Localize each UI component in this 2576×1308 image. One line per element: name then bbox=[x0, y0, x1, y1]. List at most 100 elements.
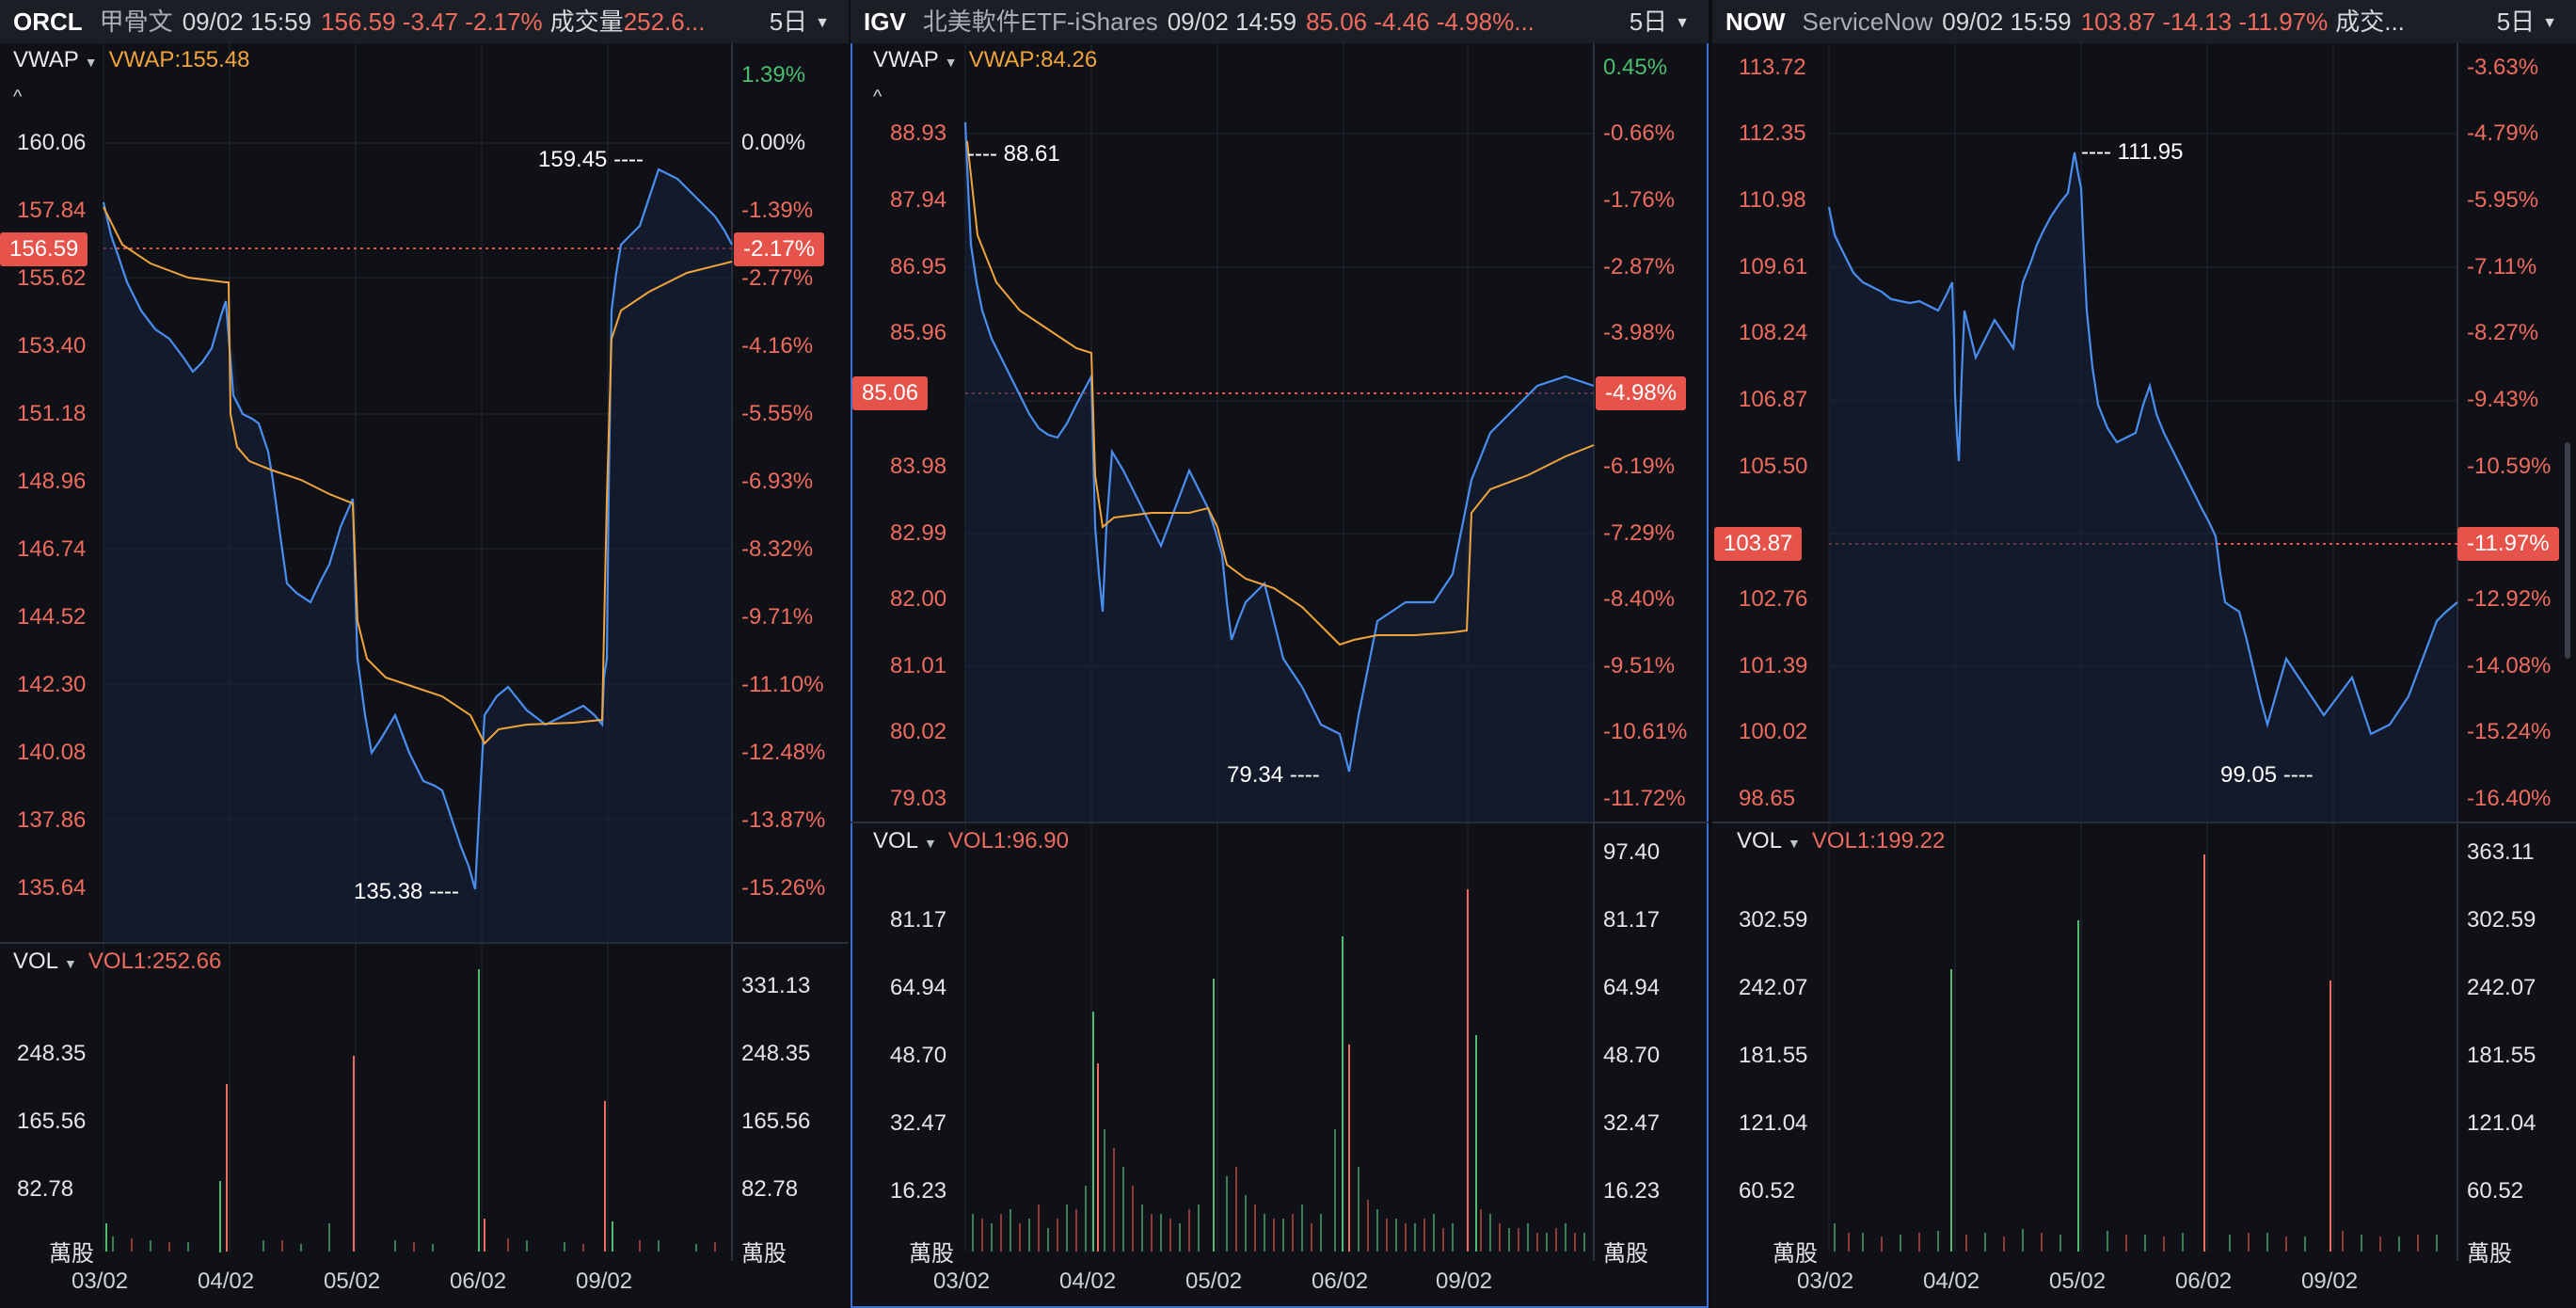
price-tick: 157.84 bbox=[17, 198, 87, 223]
vol-tick: 48.70 bbox=[890, 1043, 947, 1068]
low-annotation: 135.38 ---- bbox=[354, 879, 460, 904]
last-pct-tag: -4.98% bbox=[1596, 376, 1687, 410]
chart-panel-orcl[interactable]: ORCL 甲骨文 09/02 15:59 156.59 -3.47 -2.17% 成交量… bbox=[0, 0, 849, 1308]
pct-tick: -7.29% bbox=[1603, 520, 1676, 546]
vol-indicator[interactable]: VOL ▼ VOL1:96.90 bbox=[873, 828, 1069, 854]
high-annotation: ---- 88.61 bbox=[967, 141, 1060, 167]
x-label: 05/02 bbox=[1185, 1268, 1243, 1294]
pct-tick: -10.61% bbox=[1603, 719, 1688, 744]
pct-tick: -12.48% bbox=[741, 740, 826, 765]
low-annotation: 79.34 ---- bbox=[1227, 762, 1320, 788]
pct-tick: -9.51% bbox=[1603, 653, 1676, 678]
chart-panel-now[interactable]: NOW ServiceNow 09/02 15:59 103.87 -14.13 -1… bbox=[1712, 0, 2576, 1308]
chevron-up-icon[interactable]: ^ bbox=[873, 87, 883, 107]
vol-tick: 363.11 bbox=[2467, 839, 2535, 865]
datetime: 09/02 14:59 bbox=[1167, 8, 1297, 36]
pct-tick: -1.76% bbox=[1603, 187, 1676, 213]
vol-unit: 萬股 bbox=[2467, 1241, 2512, 1267]
vwap-indicator[interactable]: VWAP ▼ VWAP:84.26 bbox=[873, 47, 1097, 73]
vol-tick: 165.56 bbox=[17, 1109, 87, 1134]
vol-tick: 242.07 bbox=[2467, 975, 2536, 1000]
x-label: 09/02 bbox=[1436, 1268, 1493, 1294]
pct-tick: -2.87% bbox=[1603, 254, 1676, 279]
caret-down-icon: ▼ bbox=[84, 55, 98, 70]
pct-tick: -15.26% bbox=[741, 875, 826, 901]
vol-tick: 302.59 bbox=[1739, 907, 1808, 933]
price-tick: 80.02 bbox=[890, 719, 947, 744]
symbol[interactable]: ORCL bbox=[13, 8, 83, 36]
pct-tick: -3.63% bbox=[2467, 55, 2539, 80]
price-tick: 79.03 bbox=[890, 786, 947, 811]
vol-value: VOL1:96.90 bbox=[947, 828, 1069, 853]
vol-unit: 萬股 bbox=[741, 1241, 787, 1267]
price-chart[interactable] bbox=[851, 0, 1709, 1308]
price-tick: 82.00 bbox=[890, 586, 947, 612]
datetime: 09/02 15:59 bbox=[1942, 8, 2072, 36]
price-tick: 137.86 bbox=[17, 807, 87, 833]
pct-tick: -8.27% bbox=[2467, 320, 2539, 345]
volume-label: 成交... bbox=[2335, 8, 2405, 36]
x-label: 09/02 bbox=[576, 1268, 633, 1294]
price-tick: 87.94 bbox=[890, 187, 947, 213]
vol-label: VOL bbox=[13, 949, 59, 974]
price-tick: 82.99 bbox=[890, 520, 947, 546]
last-price-tag: 156.59 bbox=[0, 232, 88, 266]
price-tick: 81.01 bbox=[890, 653, 947, 678]
vol-tick: 248.35 bbox=[17, 1041, 87, 1066]
last-price-tag: 103.87 bbox=[1714, 527, 1803, 561]
vwap-label: VWAP bbox=[873, 47, 939, 72]
pct-tick: -10.59% bbox=[2467, 454, 2552, 479]
vol-tick: 242.07 bbox=[1739, 975, 1808, 1000]
vol-tick: 165.56 bbox=[741, 1109, 811, 1134]
vwap-indicator[interactable]: VWAP ▼ VWAP:155.48 bbox=[13, 47, 250, 73]
vol-unit: 萬股 bbox=[909, 1241, 954, 1267]
symbol[interactable]: NOW bbox=[1725, 8, 1786, 36]
chart-panel-igv[interactable]: IGV 北美軟件ETF-iShares 09/02 14:59 85.06 -4.46… bbox=[851, 0, 1709, 1308]
vwap-label: VWAP bbox=[13, 47, 79, 72]
price-chart[interactable] bbox=[1712, 0, 2576, 1308]
high-annotation: 159.45 ---- bbox=[538, 147, 644, 172]
price-tick: 102.76 bbox=[1739, 586, 1808, 612]
caret-down-icon: ▼ bbox=[1788, 836, 1801, 851]
price-chart[interactable] bbox=[0, 0, 849, 1308]
x-label: 04/02 bbox=[198, 1268, 255, 1294]
vol-tick: 121.04 bbox=[2467, 1110, 2536, 1136]
vol-tick: 181.55 bbox=[2467, 1043, 2536, 1068]
x-label: 05/02 bbox=[2049, 1268, 2107, 1294]
x-label: 04/02 bbox=[1923, 1268, 1980, 1294]
last-price-tag: 85.06 bbox=[852, 376, 929, 410]
pct-tick: -11.72% bbox=[1603, 786, 1686, 811]
price-tick: 135.64 bbox=[17, 875, 87, 901]
volume-label: 成交量 bbox=[549, 8, 624, 36]
vol-unit: 萬股 bbox=[1603, 1241, 1648, 1267]
vol-indicator[interactable]: VOL ▼ VOL1:199.22 bbox=[1737, 828, 1945, 854]
quote-header: NOW ServiceNow 09/02 15:59 103.87 -14.13 -1… bbox=[1712, 0, 2576, 43]
period-selector[interactable]: 5日 ▼ bbox=[2483, 0, 2576, 43]
vol-indicator[interactable]: VOL ▼ VOL1:252.66 bbox=[13, 949, 221, 975]
price-tick: 105.50 bbox=[1739, 454, 1808, 479]
vol-tick: 32.47 bbox=[890, 1110, 947, 1136]
vol-tick: 32.47 bbox=[1603, 1110, 1661, 1136]
price-change: 156.59 -3.47 -2.17% bbox=[321, 8, 543, 36]
datetime: 09/02 15:59 bbox=[182, 8, 312, 36]
period-selector[interactable]: 5日 ▼ bbox=[755, 0, 849, 43]
symbol[interactable]: IGV bbox=[864, 8, 906, 36]
price-tick: 106.87 bbox=[1739, 387, 1808, 412]
price-tick: 88.93 bbox=[890, 120, 947, 146]
chevron-up-icon[interactable]: ^ bbox=[13, 87, 23, 107]
vol-tick: 60.52 bbox=[2467, 1178, 2524, 1204]
vol-unit: 萬股 bbox=[1773, 1241, 1818, 1267]
price-tick: 86.95 bbox=[890, 254, 947, 279]
period-selector[interactable]: 5日 ▼ bbox=[1615, 0, 1709, 43]
vol-value: VOL1:199.22 bbox=[1811, 828, 1946, 853]
caret-down-icon: ▼ bbox=[64, 956, 77, 971]
pct-tick: -6.19% bbox=[1603, 454, 1676, 479]
security-name: 北美軟件ETF-iShares bbox=[922, 8, 1158, 36]
caret-down-icon: ▼ bbox=[944, 55, 958, 70]
pct-tick: -16.40% bbox=[2467, 786, 2552, 811]
high-annotation: ---- 111.95 bbox=[2081, 139, 2184, 165]
price-tick: 83.98 bbox=[890, 454, 947, 479]
quote-header: IGV 北美軟件ETF-iShares 09/02 14:59 85.06 -4.46… bbox=[851, 0, 1709, 43]
pct-tick: -14.08% bbox=[2467, 653, 2552, 678]
volume-value: 252.6... bbox=[623, 8, 706, 36]
